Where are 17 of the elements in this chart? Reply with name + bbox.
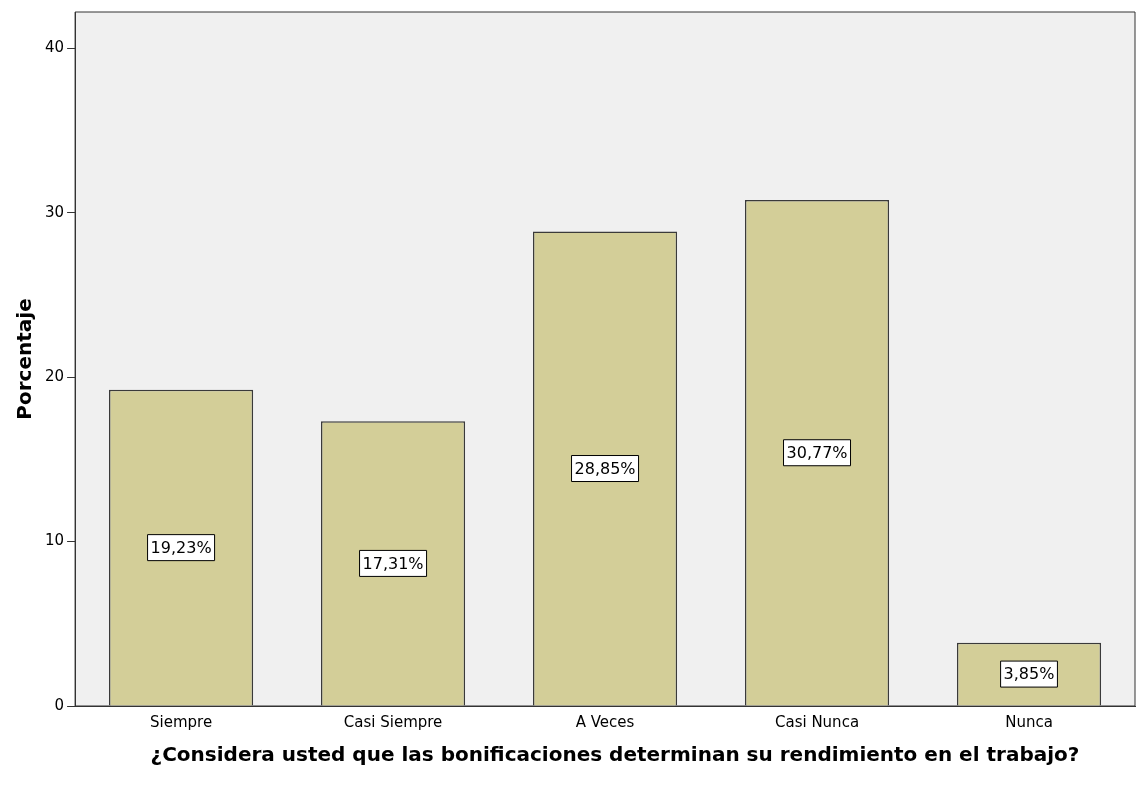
x-axis-title: ¿Considera usted que las bonificaciones determinan su rendimiento en el trabajo?: [149, 742, 1081, 766]
y-tick-label: 40: [44, 38, 65, 57]
data-label: 30,77%: [786, 442, 848, 462]
y-tick-label: 20: [44, 366, 65, 385]
x-tick-label: Siempre: [150, 712, 213, 731]
x-tick-label: A Veces: [575, 712, 635, 731]
data-label: 17,31%: [362, 553, 424, 573]
data-label: 3,85%: [1003, 664, 1055, 684]
x-tick-label: Nunca: [1005, 712, 1053, 731]
y-tick-label: 0: [54, 695, 65, 714]
y-tick-label: 10: [44, 531, 65, 550]
y-tick-label: 30: [44, 202, 65, 221]
y-axis-title: Porcentaje: [12, 298, 37, 420]
x-tick-label: Casi Siempre: [343, 712, 443, 731]
x-tick-label: Casi Nunca: [774, 712, 860, 731]
data-label: 19,23%: [150, 537, 212, 557]
data-label: 28,85%: [574, 458, 636, 478]
